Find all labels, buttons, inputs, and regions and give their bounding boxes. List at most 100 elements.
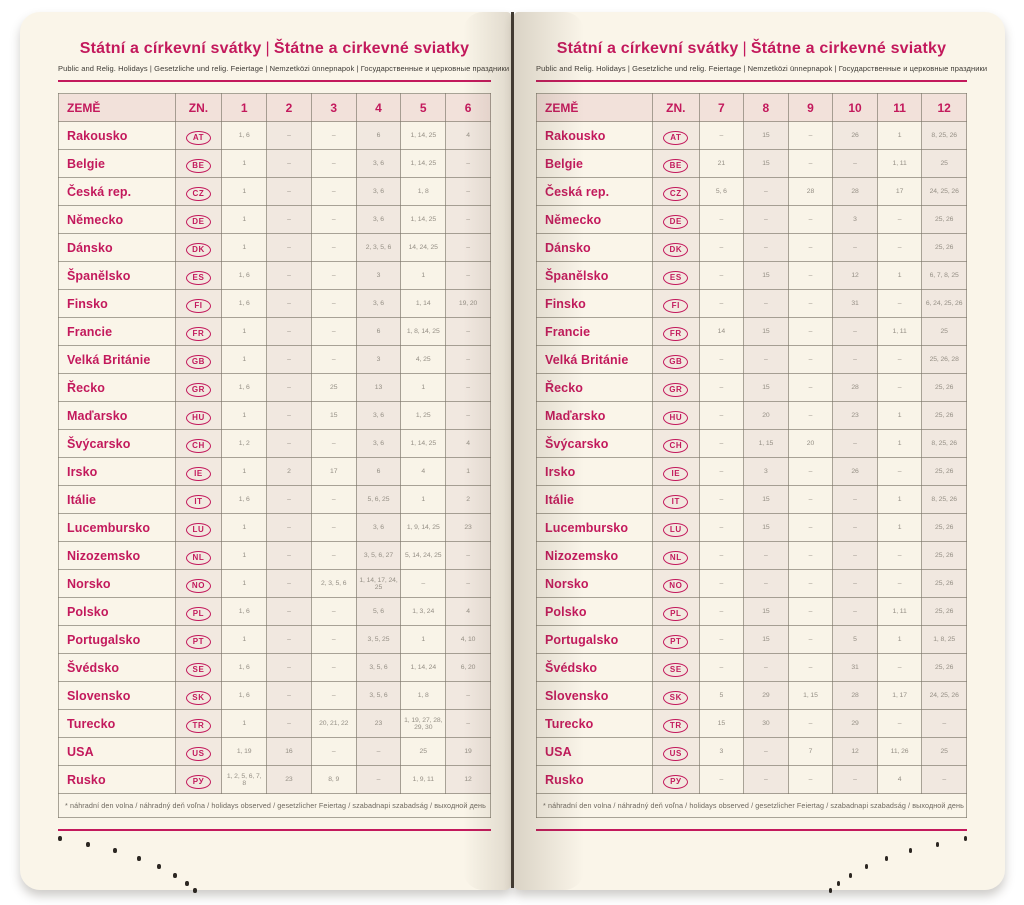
- holiday-days-cell: –: [266, 317, 312, 346]
- table-row: Finsko FI 1, 6– –3, 6 1, 14 19, 20: [58, 289, 491, 318]
- holiday-days-cell: 2: [445, 485, 491, 514]
- holiday-days-cell: –: [445, 261, 491, 290]
- table-row: Norsko NO – – – – –25, 26: [535, 569, 967, 598]
- holiday-days-cell: 1, 6: [221, 485, 268, 514]
- country-name: Finsko: [58, 289, 176, 318]
- holiday-days-cell: 1: [876, 485, 923, 514]
- table-row: Francie FR 1– –6 1, 8, 14, 25–: [58, 317, 491, 346]
- holiday-days-cell: –: [445, 681, 491, 710]
- holiday-days-cell: 16: [266, 737, 312, 766]
- country-code-badge: US: [185, 746, 211, 761]
- holiday-days-cell: –: [310, 345, 357, 374]
- holiday-days-cell: –: [266, 401, 312, 430]
- holiday-days-cell: 1, 11: [876, 597, 923, 626]
- holiday-days-cell: 1, 11: [876, 149, 923, 178]
- title-czech: Státní a církevní svátky: [79, 40, 262, 57]
- country-code-cell: РУ: [652, 765, 700, 794]
- holiday-days-cell: –: [310, 233, 357, 262]
- country-name: USA: [535, 737, 654, 766]
- holiday-days-cell: –: [698, 261, 745, 290]
- holiday-days-cell: 1, 6: [221, 653, 268, 682]
- holiday-days-cell: –: [310, 177, 357, 206]
- country-code-cell: US: [652, 737, 700, 766]
- holiday-days-cell: –: [266, 233, 312, 262]
- table-row: Irsko IE –3–26–25, 26: [535, 457, 967, 486]
- country-code-badge: ES: [185, 270, 211, 285]
- holiday-days-cell: –: [832, 485, 878, 514]
- holiday-days-cell: –: [266, 205, 312, 234]
- holiday-days-cell: –: [743, 765, 789, 794]
- country-name: Dánsko: [535, 233, 654, 262]
- country-code-cell: DK: [652, 233, 700, 262]
- stitch-dot: [173, 873, 177, 878]
- table-row: Švédsko SE 1, 6– –3, 5, 6 1, 14, 24 6, 20: [58, 653, 491, 682]
- country-code-cell: PL: [652, 597, 700, 626]
- holiday-days-cell: –: [743, 653, 789, 682]
- country-code-cell: TR: [652, 709, 700, 738]
- country-code-cell: IE: [174, 457, 223, 486]
- country-name: Polsko: [58, 597, 176, 626]
- holiday-days-cell: –: [266, 709, 312, 738]
- holiday-days-cell: 25: [310, 373, 357, 402]
- holiday-days-cell: 1, 8, 25: [921, 625, 967, 654]
- holiday-days-cell: 3, 5, 6: [355, 653, 402, 682]
- holiday-days-cell: –: [310, 541, 357, 570]
- country-name: Česká rep.: [535, 177, 654, 206]
- holiday-days-cell: 1, 14: [400, 289, 447, 318]
- holiday-days-cell: 1: [221, 541, 268, 570]
- holiday-days-cell: 7: [787, 737, 834, 766]
- country-name: Francie: [58, 317, 176, 346]
- holiday-days-cell: 6, 7, 8, 25: [921, 261, 967, 290]
- divider-rule-top: [536, 80, 967, 82]
- holiday-days-cell: –: [698, 653, 745, 682]
- holiday-days-cell: 28: [832, 177, 878, 206]
- stitch-dot: [908, 848, 912, 853]
- holiday-days-cell: –: [445, 317, 491, 346]
- country-code-cell: PT: [652, 625, 700, 654]
- country-code-badge: PL: [185, 606, 211, 621]
- table-row: Nizozemsko NL – – – – –25, 26: [535, 541, 967, 570]
- holiday-days-cell: 25, 26: [921, 513, 967, 542]
- holiday-days-cell: 17: [876, 177, 923, 206]
- holiday-days-cell: 1, 6: [221, 373, 268, 402]
- holiday-days-cell: 1, 6: [221, 121, 268, 150]
- holiday-days-cell: 6: [355, 121, 402, 150]
- holiday-days-cell: 3, 6: [355, 177, 402, 206]
- country-name: Lucembursko: [535, 513, 654, 542]
- country-code-badge: PL: [663, 606, 689, 621]
- holiday-days-cell: 1: [221, 233, 268, 262]
- holiday-days-cell: –: [876, 233, 923, 262]
- table-row: Turecko TR 1–20, 21, 22 23 1, 19, 27, 28, 29…: [58, 709, 491, 738]
- country-code-badge: HU: [185, 410, 211, 425]
- header-month-2: 2: [266, 93, 312, 122]
- country-code-cell: CZ: [652, 177, 700, 206]
- holiday-days-cell: –: [921, 765, 967, 794]
- holiday-days-cell: 25, 26, 28: [921, 345, 967, 374]
- holiday-days-cell: 2, 3, 5, 6: [310, 569, 357, 598]
- table-row: USA US 3–7 12 11, 26 25: [535, 737, 967, 766]
- holiday-days-cell: –: [787, 233, 834, 262]
- holiday-days-cell: 5, 14, 24, 25: [400, 541, 447, 570]
- country-code-badge: FR: [663, 326, 689, 341]
- holiday-days-cell: 5, 6, 25: [355, 485, 402, 514]
- country-code-cell: SE: [174, 653, 223, 682]
- country-code-cell: CZ: [174, 177, 223, 206]
- holiday-days-cell: –: [445, 233, 491, 262]
- stitch-dot: [848, 873, 852, 878]
- country-code-badge: TR: [663, 718, 689, 733]
- holiday-days-cell: 14: [698, 317, 745, 346]
- stitch-dot: [86, 842, 90, 847]
- table-row: Turecko TR 15 30–29– –: [535, 709, 967, 738]
- country-code-badge: CZ: [663, 186, 689, 201]
- table-row: Finsko FI – – –31–6, 24, 25, 26: [535, 289, 967, 318]
- holiday-days-cell: 26: [832, 457, 878, 486]
- holiday-days-cell: 13: [355, 373, 402, 402]
- table-row: Dánsko DK – – – – –25, 26: [535, 233, 967, 262]
- country-code-badge: FR: [185, 326, 211, 341]
- country-code-cell: GR: [652, 373, 700, 402]
- country-code-cell: HU: [652, 401, 700, 430]
- table-row: Česká rep. CZ 5, 6–28 28 17 24, 25, 26: [535, 177, 967, 206]
- holiday-days-cell: –: [876, 205, 923, 234]
- holiday-days-cell: 25: [400, 737, 447, 766]
- holiday-days-cell: –: [266, 541, 312, 570]
